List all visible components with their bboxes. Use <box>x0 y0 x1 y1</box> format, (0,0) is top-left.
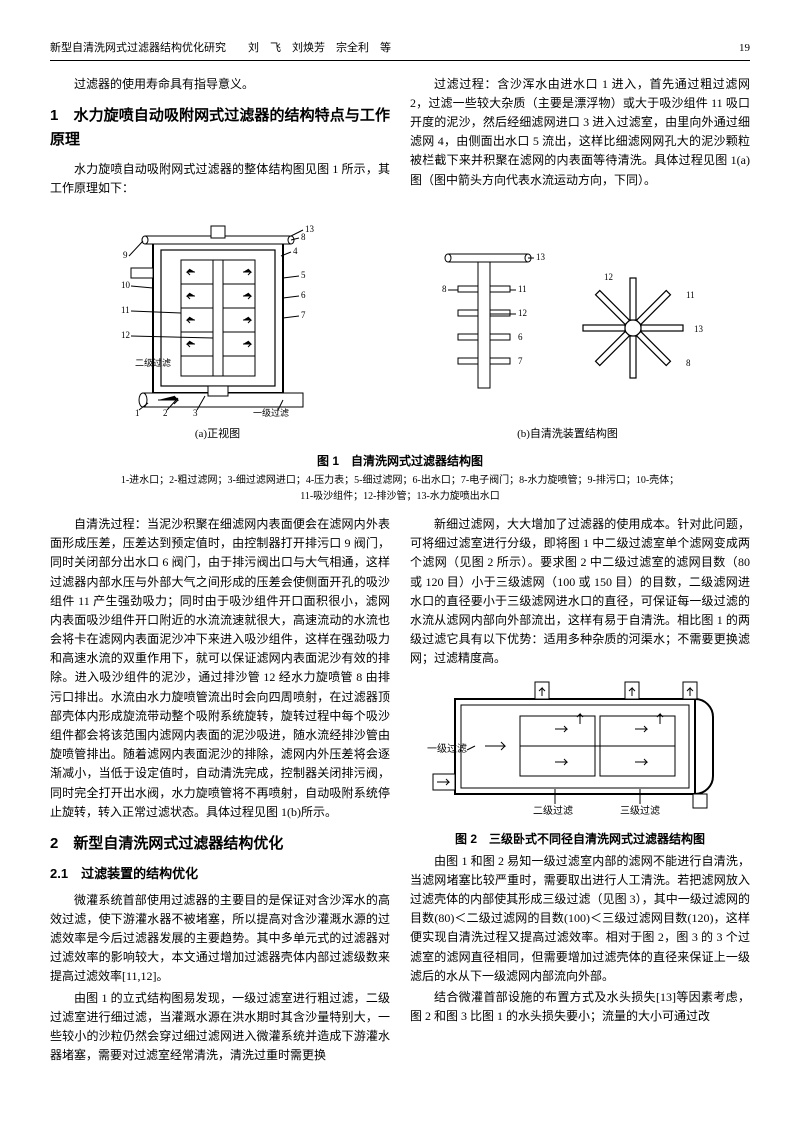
svg-text:12: 12 <box>604 272 613 282</box>
section2-p2: 由图 1 的立式结构图易发现，一级过滤室进行粗过滤，二级过滤室进行细过滤，当灌溉… <box>50 989 390 1066</box>
figure1-row: 1 2 3 4 5 6 7 8 9 10 11 12 13 二级过滤 一级过滤 … <box>50 210 750 446</box>
page-header: 新型自清洗网式过滤器结构优化研究 刘 飞 刘焕芳 宗全利 等 19 <box>50 40 750 61</box>
right-p3: 结合微灌首部设施的布置方式及水头损失[13]等因素考虑，图 2 和图 3 比图 … <box>410 988 750 1026</box>
figure1a-svg: 1 2 3 4 5 6 7 8 9 10 11 12 13 二级过滤 一级过滤 <box>83 218 353 418</box>
section2-p1: 微灌系统首部使用过滤器的主要目的是保证对含沙浑水的高效过滤，使下游灌水器不被堵塞… <box>50 891 390 987</box>
figure1b-container: 13 11 12 6 7 8 11 13 <box>418 230 718 446</box>
left-p1: 自清洗过程：当泥沙积聚在细滤网内表面便会在滤网内外表面形成压差，压差达到预定值时… <box>50 515 390 822</box>
svg-text:11: 11 <box>686 290 695 300</box>
fig1-legend: 1-进水口；2-粗过滤网；3-细过滤网进口；4-压力表；5-细过滤网；6-出水口… <box>50 473 750 505</box>
left-col-top: 过滤器的使用寿命具有指导意义。 1 水力旋喷自动吸附网式过滤器的结构特点与工作原… <box>50 75 390 201</box>
intro-line: 过滤器的使用寿命具有指导意义。 <box>50 75 390 94</box>
svg-text:二级过滤: 二级过滤 <box>135 357 171 368</box>
svg-text:13: 13 <box>536 252 546 262</box>
svg-text:7: 7 <box>518 356 523 366</box>
svg-text:9: 9 <box>123 250 128 260</box>
figure1b-svg: 13 11 12 6 7 8 11 13 <box>418 238 718 418</box>
svg-text:6: 6 <box>518 332 523 342</box>
section2-subtitle: 2.1 过滤装置的结构优化 <box>50 864 390 885</box>
svg-text:11: 11 <box>121 305 130 315</box>
svg-text:8: 8 <box>686 358 691 368</box>
svg-text:6: 6 <box>301 290 306 300</box>
figure2-svg: 一级过滤 二级过滤 三级过滤 <box>425 674 735 824</box>
right-col-top: 过滤过程：含沙浑水由进水口 1 进入，首先通过粗过滤网 2，过滤一些较大杂质（主… <box>410 75 750 201</box>
header-left: 新型自清洗网式过滤器结构优化研究 刘 飞 刘焕芳 宗全利 等 <box>50 40 391 58</box>
svg-text:1: 1 <box>135 408 140 418</box>
figure1a-container: 1 2 3 4 5 6 7 8 9 10 11 12 13 二级过滤 一级过滤 … <box>83 210 353 446</box>
lower-left-col: 自清洗过程：当泥沙积聚在细滤网内表面便会在滤网内外表面形成压差，压差达到预定值时… <box>50 515 390 1067</box>
svg-text:三级过滤: 三级过滤 <box>620 804 660 817</box>
fig1a-caption: (a)正视图 <box>83 426 353 444</box>
svg-text:一级过滤: 一级过滤 <box>427 742 467 755</box>
svg-text:13: 13 <box>694 324 704 334</box>
svg-text:12: 12 <box>518 308 527 318</box>
section1-title: 1 水力旋喷自动吸附网式过滤器的结构特点与工作原理 <box>50 104 390 152</box>
svg-text:一级过滤: 一级过滤 <box>253 407 289 418</box>
right-p2: 由图 1 和图 2 易知一级过滤室内部的滤网不能进行自清洗，当滤网堵塞比较严重时… <box>410 852 750 986</box>
svg-text:4: 4 <box>293 246 298 256</box>
lower-columns: 自清洗过程：当泥沙积聚在细滤网内表面便会在滤网内外表面形成压差，压差达到预定值时… <box>50 515 750 1067</box>
page-number: 19 <box>739 40 750 58</box>
svg-text:二级过滤: 二级过滤 <box>533 804 573 817</box>
svg-text:5: 5 <box>301 270 306 280</box>
svg-text:11: 11 <box>518 284 527 294</box>
lower-right-col: 新细过滤网，大大增加了过滤器的使用成本。针对此问题，可将细过滤室进行分级，即将图… <box>410 515 750 1067</box>
svg-text:13: 13 <box>305 224 315 234</box>
section2-title: 2 新型自清洗网式过滤器结构优化 <box>50 832 390 856</box>
section1-p1: 水力旋喷自动吸附网式过滤器的整体结构图见图 1 所示，其工作原理如下： <box>50 160 390 198</box>
fig1-title: 图 1 自清洗网式过滤器结构图 <box>50 452 750 471</box>
top-columns: 过滤器的使用寿命具有指导意义。 1 水力旋喷自动吸附网式过滤器的结构特点与工作原… <box>50 75 750 201</box>
fig1b-caption: (b)自清洗装置结构图 <box>418 426 718 444</box>
svg-text:8: 8 <box>442 284 447 294</box>
svg-text:12: 12 <box>121 330 130 340</box>
svg-text:7: 7 <box>301 310 306 320</box>
right-p1: 新细过滤网，大大增加了过滤器的使用成本。针对此问题，可将细过滤室进行分级，即将图… <box>410 515 750 669</box>
svg-text:10: 10 <box>121 280 131 290</box>
fig2-title: 图 2 三级卧式不同径自清洗网式过滤器结构图 <box>410 830 750 849</box>
section1-right-p: 过滤过程：含沙浑水由进水口 1 进入，首先通过粗过滤网 2，过滤一些较大杂质（主… <box>410 75 750 190</box>
